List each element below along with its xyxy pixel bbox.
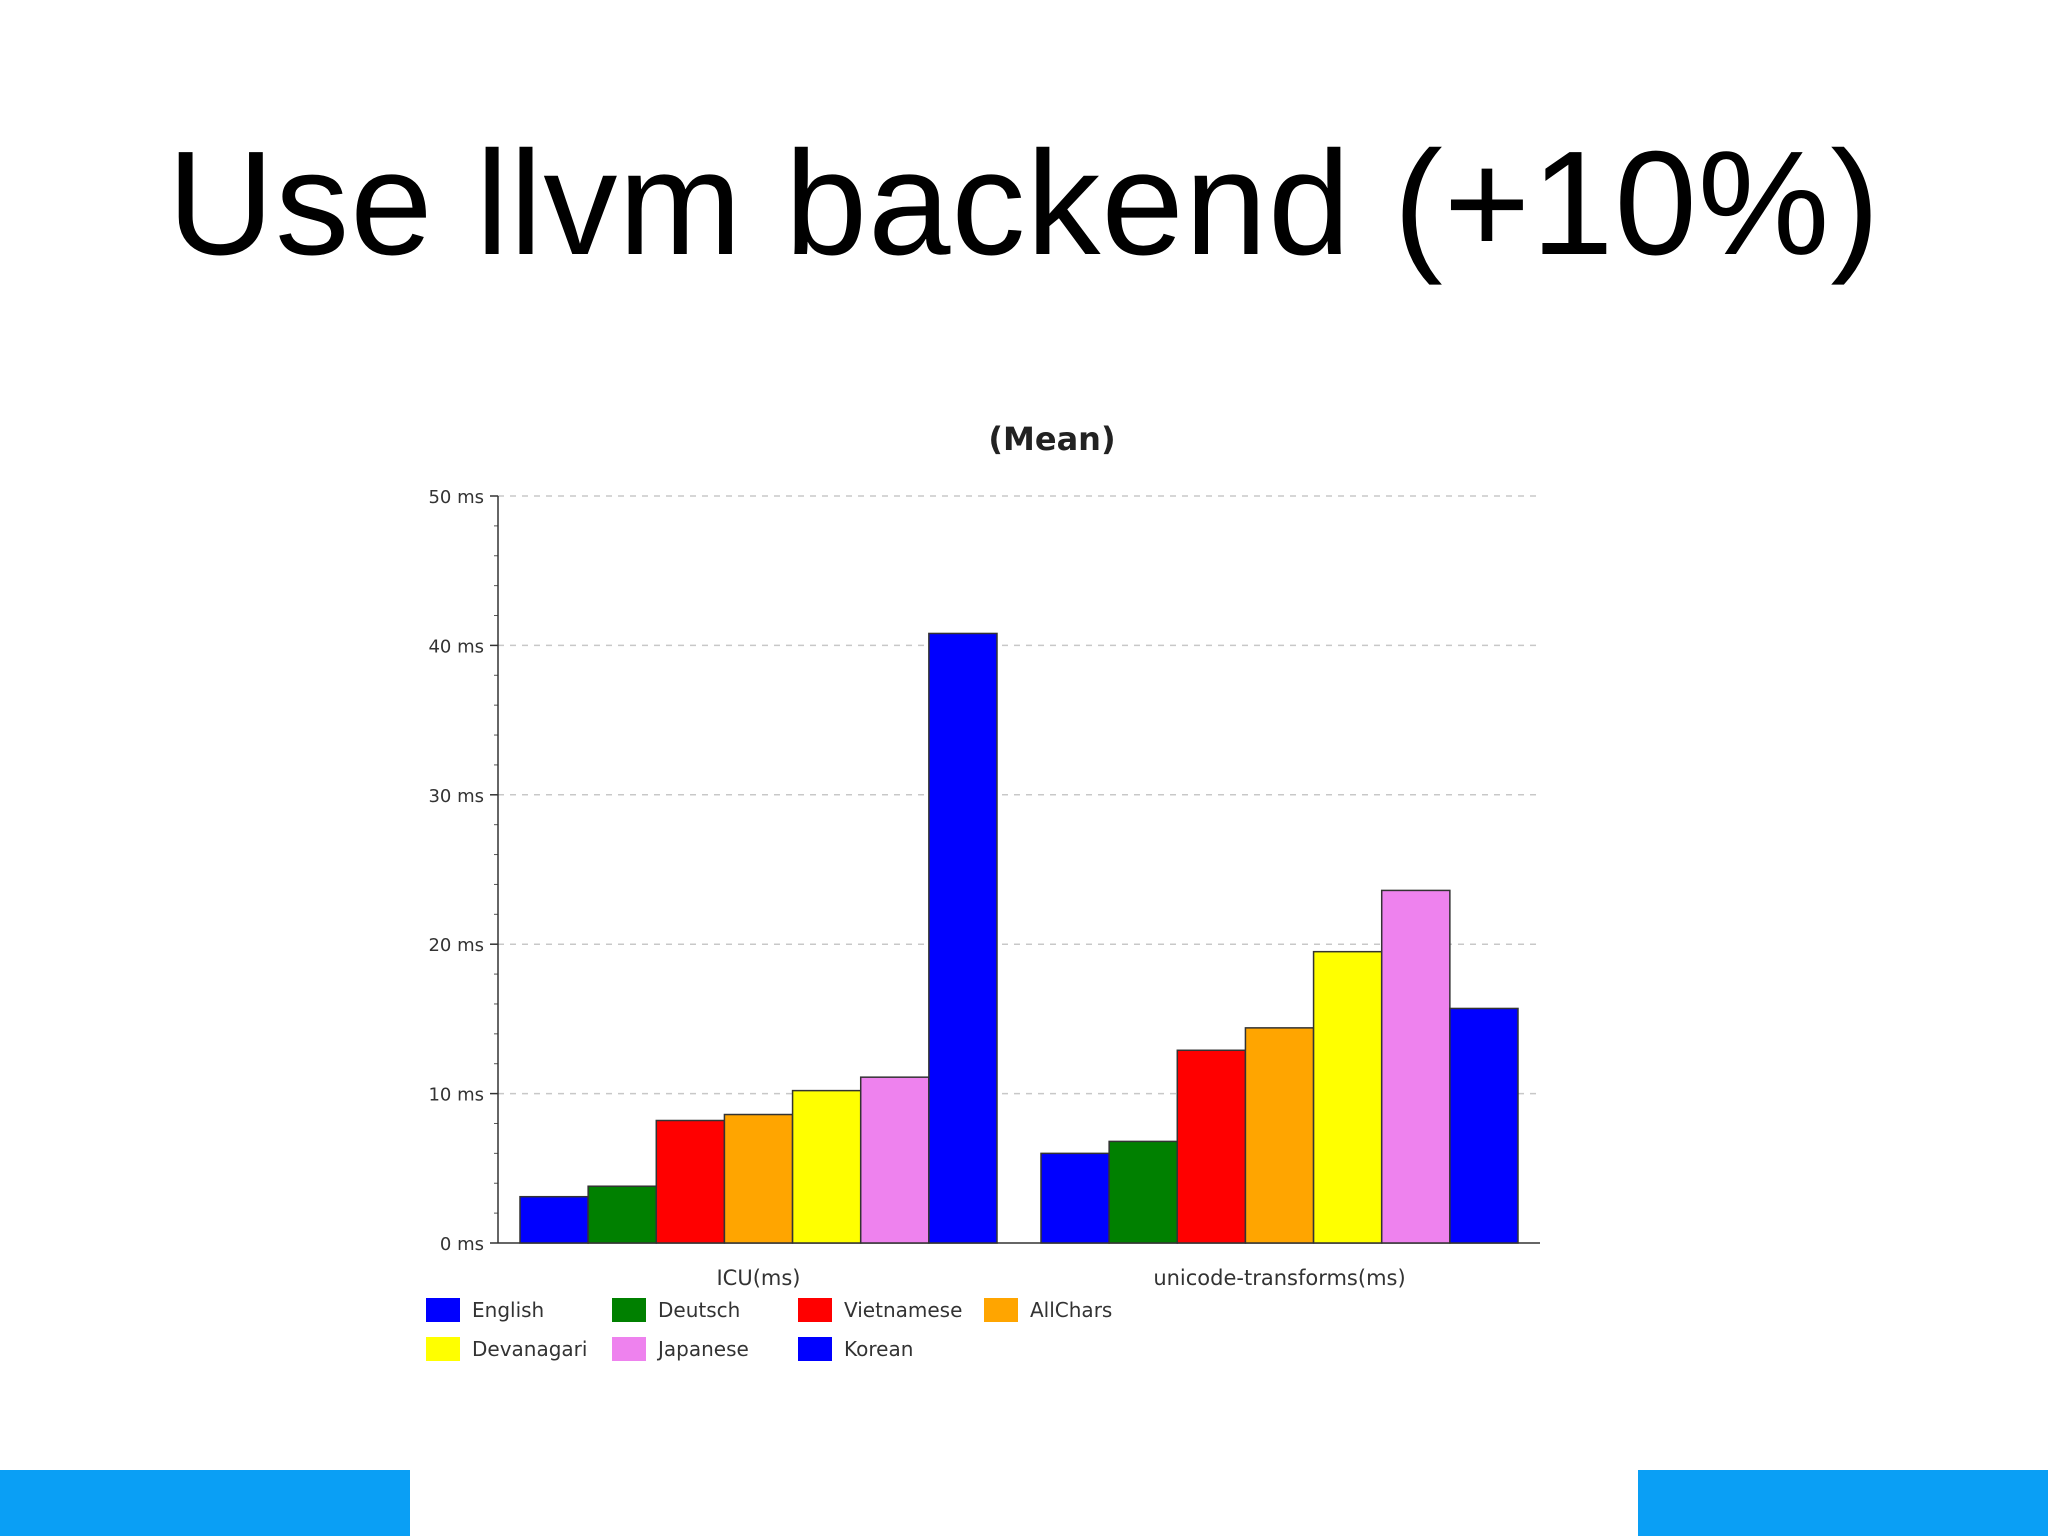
accent-bar-right	[1638, 1470, 2048, 1536]
legend-swatch-japanese	[612, 1337, 646, 1361]
legend-label-english: English	[472, 1298, 544, 1322]
category-label: unicode-transforms(ms)	[1153, 1266, 1405, 1290]
bar-allchars-unicode-transforms	[1244, 1027, 1315, 1244]
legend-swatch-allchars	[984, 1298, 1018, 1322]
legend-label-allchars: AllChars	[1030, 1298, 1112, 1322]
legend-label-devanagari: Devanagari	[472, 1337, 587, 1361]
bar-vietnamese-unicode-transforms	[1176, 1049, 1247, 1244]
legend-swatch-korean	[798, 1337, 832, 1361]
legend-label-vietnamese: Vietnamese	[844, 1298, 962, 1322]
legend-label-korean: Korean	[844, 1337, 913, 1361]
legend-label-deutsch: Deutsch	[658, 1298, 740, 1322]
bars	[519, 632, 1519, 1244]
y-tick-label: 0 ms	[440, 1234, 484, 1255]
slide-title: Use llvm backend (+10%)	[167, 121, 1881, 286]
category-labels: ICU(ms) unicode-transforms(ms)	[716, 1266, 1405, 1290]
legend-label-japanese: Japanese	[656, 1337, 749, 1361]
category-label: ICU(ms)	[716, 1266, 800, 1290]
bar-vietnamese-icu	[655, 1119, 726, 1244]
bar-deutsch-icu	[587, 1185, 658, 1244]
bar-japanese-unicode-transforms	[1380, 889, 1451, 1244]
legend: English Deutsch Vietnamese AllChars Devanaga…	[426, 1298, 1112, 1361]
chart-title: (Mean)	[988, 420, 1115, 458]
bar-korean-unicode-transforms	[1449, 1007, 1519, 1244]
bar-english-unicode-transforms	[1040, 1152, 1110, 1244]
bar-devanagari-icu	[791, 1089, 862, 1244]
bar-deutsch-unicode-transforms	[1108, 1140, 1179, 1244]
y-tick-label: 20 ms	[428, 935, 484, 956]
legend-swatch-english	[426, 1298, 460, 1322]
bar-japanese-icu	[859, 1076, 930, 1244]
y-tick-label: 50 ms	[428, 487, 484, 508]
legend-swatch-vietnamese	[798, 1298, 832, 1322]
y-tick-label: 10 ms	[428, 1085, 484, 1106]
accent-bar-left	[0, 1470, 410, 1536]
legend-swatch-deutsch	[612, 1298, 646, 1322]
bar-allchars-icu	[723, 1113, 794, 1244]
y-tick-label: 40 ms	[428, 636, 484, 657]
bar-korean-icu	[928, 632, 998, 1244]
y-tick-label: 30 ms	[428, 786, 484, 807]
legend-swatch-devanagari	[426, 1337, 460, 1361]
bar-english-icu	[519, 1195, 589, 1244]
bar-devanagari-unicode-transforms	[1312, 950, 1383, 1244]
